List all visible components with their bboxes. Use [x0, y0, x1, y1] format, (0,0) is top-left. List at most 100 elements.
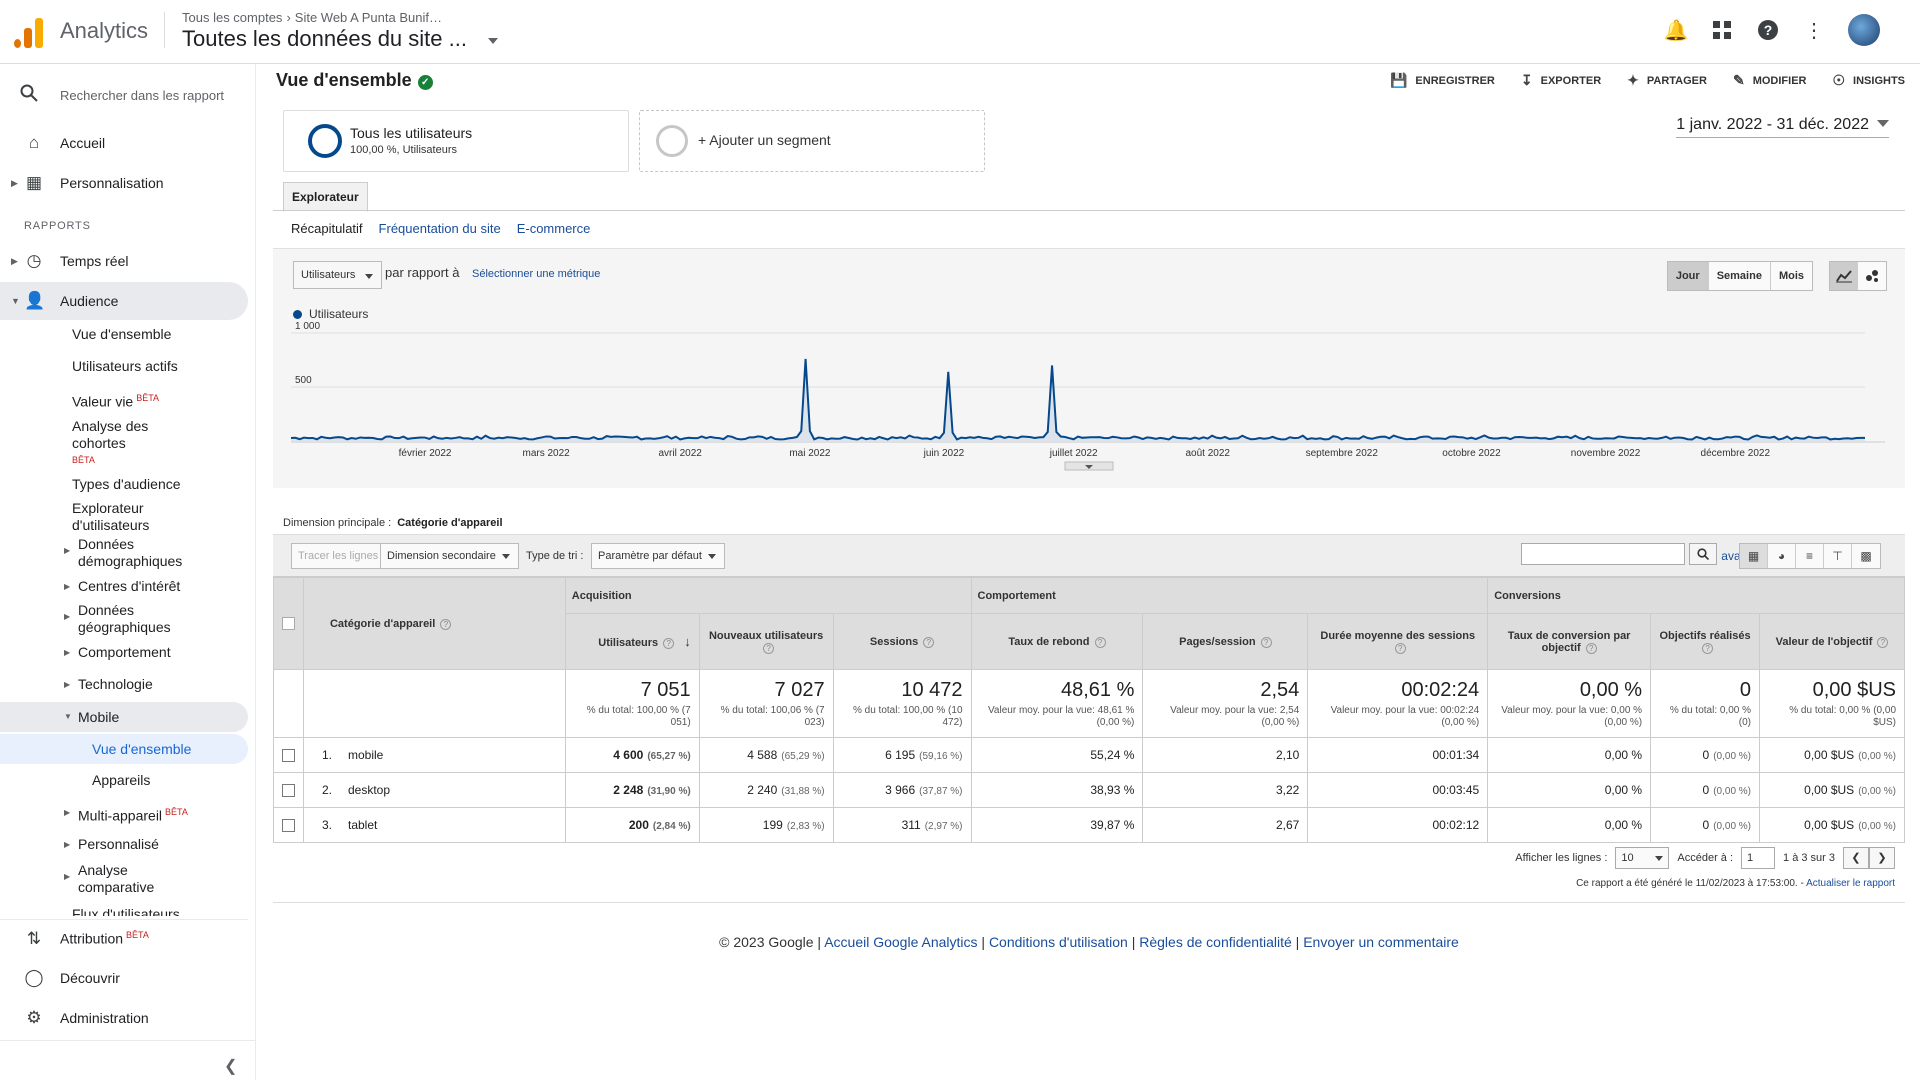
add-segment-button[interactable]: + Ajouter un segment [639, 110, 985, 172]
granularity-month[interactable]: Mois [1770, 262, 1812, 290]
edit-button[interactable]: ✎ MODIFIER [1733, 72, 1807, 89]
more-vert-icon[interactable]: ⋮ [1804, 19, 1824, 42]
sidebar-sub-users-flow[interactable]: Flux d'utilisateurs [0, 906, 248, 916]
help-icon[interactable]: ? [923, 636, 935, 648]
col-sessions[interactable]: Sessions? [832, 613, 972, 670]
sidebar-sub-technology[interactable]: ▶ Technologie [0, 676, 248, 696]
sidebar-item-admin[interactable]: ⚙ Administration [0, 999, 248, 1037]
row-checkbox[interactable] [281, 819, 295, 833]
footer-link-terms[interactable]: Conditions d'utilisation [988, 934, 1128, 950]
row-device-name[interactable]: mobile [347, 748, 384, 762]
primary-dimension-value[interactable]: Catégorie d'appareil [397, 517, 503, 529]
sidebar-sub-cohort[interactable]: Analyse des cohortes BÊTA [0, 418, 248, 465]
row-device-name[interactable]: desktop [347, 783, 391, 797]
bar-view-icon[interactable]: ≡ [1796, 544, 1824, 568]
footer-link-home[interactable]: Accueil Google Analytics [824, 934, 978, 950]
sidebar-sub-geo[interactable]: ▶ Données géographiques [0, 602, 248, 638]
breadcrumb-accounts[interactable]: Tous les comptes [182, 10, 283, 25]
sidebar-search[interactable]: Rechercher dans les rapport [20, 84, 224, 107]
row-dimension[interactable]: 3. tablet [302, 807, 566, 843]
row-checkbox[interactable] [281, 749, 295, 763]
help-icon[interactable]: ? [1877, 636, 1889, 648]
help-icon[interactable]: ? [440, 618, 452, 630]
granularity-day[interactable]: Jour [1667, 262, 1709, 290]
dimension-header[interactable]: Catégorie d'appareil? [302, 577, 566, 670]
table-filter-input[interactable] [1521, 543, 1685, 565]
save-button[interactable]: 💾 ENREGISTRER [1390, 72, 1495, 89]
sidebar-sub-interests[interactable]: ▶ Centres d'intérêt [0, 578, 248, 598]
sidebar-sub-audiences[interactable]: Types d'audience [0, 476, 248, 496]
sidebar-item-audience[interactable]: ▼ 👤 Audience [0, 282, 248, 320]
caret-down-icon[interactable] [488, 38, 498, 44]
pie-view-icon[interactable]: ◕ [1768, 544, 1796, 568]
line-chart-icon[interactable] [1830, 262, 1858, 290]
subtab-site-usage[interactable]: Fréquentation du site [378, 221, 501, 236]
users-line-chart[interactable]: 1 000 500 février 2022 mars 2022 avril 2022 m… [273, 321, 1905, 489]
row-dimension[interactable]: 2. desktop [302, 772, 566, 808]
collapse-sidebar-icon[interactable]: ❮ [224, 1058, 238, 1075]
breadcrumb[interactable]: Tous les comptes › Site Web A Punta Bunif… [182, 10, 442, 25]
col-new-users[interactable]: Nouveaux utilisateurs? [698, 613, 834, 670]
metric-select[interactable]: Utilisateurs [293, 261, 383, 289]
help-icon[interactable]: ? [1260, 636, 1272, 648]
table-row[interactable]: 2. desktop 2 248 (31,90 %) 2 240 (31,88 %) 3 9… [273, 772, 1905, 808]
sidebar-sub-mobile[interactable]: ▼ Mobile [0, 702, 248, 732]
sidebar-sub-devices[interactable]: Appareils [0, 772, 248, 792]
sidebar-sub-active-users[interactable]: Utilisateurs actifs [0, 358, 248, 378]
select-metric-link[interactable]: Sélectionner une métrique [472, 268, 601, 280]
goto-page-input[interactable]: 1 [1741, 847, 1776, 869]
property-selector[interactable]: Toutes les données du site ... [182, 26, 467, 51]
segment-all-users[interactable]: Tous les utilisateurs 100,00 %, Utilisat… [283, 110, 629, 172]
col-bounce[interactable]: Taux de rebond? [970, 613, 1144, 670]
prev-page-icon[interactable]: ❮ [1843, 847, 1869, 869]
row-device-name[interactable]: tablet [347, 818, 378, 832]
row-checkbox[interactable] [281, 784, 295, 798]
export-button[interactable]: ↧ EXPORTER [1521, 72, 1601, 89]
help-icon[interactable]: ? [763, 642, 775, 654]
row-dimension[interactable]: 1. mobile [302, 737, 566, 773]
col-conversion-rate[interactable]: Taux de conversion par objectif? [1487, 613, 1652, 670]
avatar[interactable] [1848, 14, 1880, 46]
help-icon[interactable]: ? [1394, 642, 1406, 654]
help-icon[interactable]: ? [1094, 636, 1106, 648]
motion-chart-icon[interactable] [1858, 262, 1886, 290]
footer-link-privacy[interactable]: Règles de confidentialité [1139, 934, 1292, 950]
comparison-view-icon[interactable]: ⊤ [1824, 544, 1852, 568]
select-all-checkbox[interactable] [281, 617, 295, 630]
tab-explorer[interactable]: Explorateur [283, 182, 368, 212]
help-icon[interactable]: ? [1585, 642, 1597, 654]
sidebar-sub-user-explorer[interactable]: Explorateur d'utilisateurs [0, 500, 248, 536]
subtab-ecommerce[interactable]: E-commerce [516, 221, 591, 236]
sidebar-item-home[interactable]: ⌂ Accueil [0, 124, 248, 162]
col-goal-completions[interactable]: Objectifs réalisés? [1650, 613, 1761, 670]
col-goal-value[interactable]: Valeur de l'objectif? [1759, 613, 1905, 670]
col-pages-session[interactable]: Pages/session? [1142, 613, 1309, 670]
sidebar-sub-demographics[interactable]: ▶ Données démographiques [0, 536, 248, 572]
sidebar-sub-overview[interactable]: Vue d'ensemble [0, 326, 248, 346]
pivot-view-icon[interactable]: ▩ [1852, 544, 1880, 568]
col-users[interactable]: Utilisateurs? ↓ [564, 613, 700, 670]
help-icon[interactable]: ? [1756, 18, 1780, 42]
table-row[interactable]: 3. tablet 200 (2,84 %) 199 (2,83 %) 311 (2,97 %… [273, 807, 1905, 843]
sidebar-sub-lifetime-value[interactable]: Valeur vie BÊTA [0, 390, 248, 410]
date-range-picker[interactable]: 1 janv. 2022 - 31 déc. 2022 [1676, 116, 1889, 138]
breadcrumb-property[interactable]: Site Web A Punta Bunif… [294, 10, 442, 25]
footer-link-feedback[interactable]: Envoyer un commentaire [1303, 934, 1459, 950]
sidebar-sub-behavior[interactable]: ▶ Comportement [0, 644, 248, 664]
sidebar-sub-custom[interactable]: ▶ Personnalisé [0, 836, 248, 856]
sidebar-item-discover[interactable]: ◯ Découvrir [0, 959, 248, 997]
apps-grid-icon[interactable] [1710, 18, 1734, 42]
search-icon[interactable] [1689, 543, 1717, 565]
sidebar-item-realtime[interactable]: ▶ ◷ Temps réel [0, 242, 248, 280]
plot-rows-button[interactable]: Tracer les lignes [291, 543, 386, 569]
col-avg-duration[interactable]: Durée moyenne des sessions? [1307, 613, 1489, 670]
table-row[interactable]: 1. mobile 4 600 (65,27 %) 4 588 (65,29 %) 6 19… [273, 737, 1905, 773]
subtab-summary[interactable]: Récapitulatif [291, 221, 363, 236]
secondary-dimension-select[interactable]: Dimension secondaire [380, 543, 519, 569]
sidebar-sub-cross-device[interactable]: ▶ Multi-appareil BÊTA [0, 804, 248, 824]
analytics-logo-icon[interactable] [14, 16, 44, 48]
help-icon[interactable]: ? [663, 638, 675, 649]
sidebar-sub-benchmark[interactable]: ▶ Analyse comparative [0, 862, 248, 898]
next-page-icon[interactable]: ❯ [1869, 847, 1895, 869]
sort-arrow-down-icon[interactable]: ↓ [684, 634, 691, 649]
